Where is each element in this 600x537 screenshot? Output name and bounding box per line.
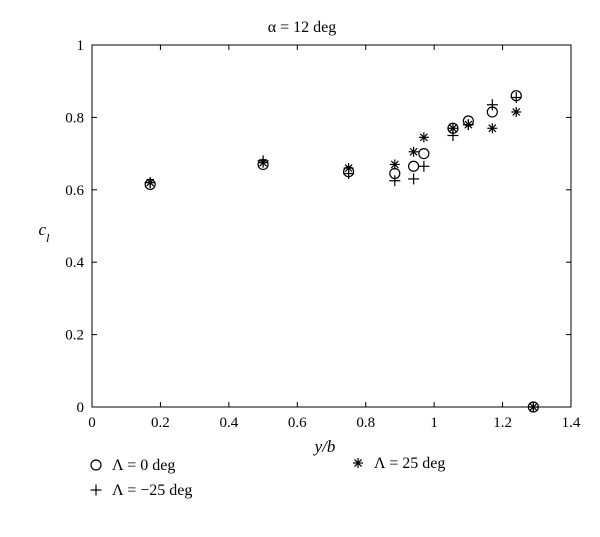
x-tick-label: 0.6 <box>288 415 307 431</box>
data-point <box>486 99 498 111</box>
data-point <box>408 173 420 185</box>
data-point <box>389 175 401 187</box>
x-tick-label: 1 <box>430 415 438 431</box>
data-point <box>258 157 269 168</box>
data-point <box>145 177 156 188</box>
chart-title: α = 12 deg <box>268 19 337 36</box>
x-axis-label: y/b <box>313 437 336 456</box>
axis-tick-labels: 0 0.2 0.4 0.6 0.8 1 1.2 1.4 0 0.2 0.4 0.6 0.8 1 <box>65 38 581 431</box>
x-tick-label: 0.2 <box>151 415 170 431</box>
legend-item: Λ = 25 deg <box>353 455 445 472</box>
x-tick-label: 1.2 <box>493 415 512 431</box>
x-tick-label: 0 <box>88 415 96 431</box>
legend-label: Λ = 0 deg <box>112 457 175 474</box>
data-point <box>528 402 539 412</box>
data-point <box>418 160 430 172</box>
data-point <box>487 123 498 134</box>
data-point <box>408 160 420 172</box>
data-point <box>418 132 429 143</box>
data-point <box>343 163 354 174</box>
data-point <box>447 123 458 134</box>
y-tick-label: 0.4 <box>65 255 84 271</box>
legend-item: Λ = 0 deg <box>90 457 175 474</box>
y-tick-label: 0.2 <box>65 328 84 344</box>
y-axis-label: cl <box>39 220 51 245</box>
y-tick-label: 1 <box>77 38 85 54</box>
y-tick-label: 0 <box>77 400 85 416</box>
data-point <box>511 106 522 117</box>
series-circle <box>144 90 539 413</box>
plot-area <box>91 44 572 408</box>
legend-item: Λ = −25 deg <box>90 482 192 499</box>
x-tick-label: 0.4 <box>219 415 238 431</box>
legend: Λ = 0 deg Λ = −25 deg Λ = 25 deg <box>90 455 445 499</box>
series-asterisk <box>145 106 539 412</box>
plot-frame <box>91 44 572 408</box>
data-point <box>463 119 474 130</box>
legend-label: Λ = 25 deg <box>374 455 445 472</box>
data-point <box>418 148 430 160</box>
legend-marker <box>90 484 102 496</box>
legend-marker <box>353 458 363 468</box>
data-markers <box>144 90 539 413</box>
x-tick-label: 0.8 <box>356 415 375 431</box>
data-point <box>408 146 419 157</box>
y-tick-label: 0.8 <box>65 110 84 126</box>
x-tick-label: 1.4 <box>562 415 581 431</box>
y-tick-label: 0.6 <box>65 183 84 199</box>
data-point <box>389 159 400 170</box>
axis-ticks <box>92 45 571 407</box>
legend-marker <box>90 459 102 471</box>
legend-label: Λ = −25 deg <box>112 482 192 499</box>
data-point <box>510 91 522 103</box>
series-plus <box>144 91 539 413</box>
